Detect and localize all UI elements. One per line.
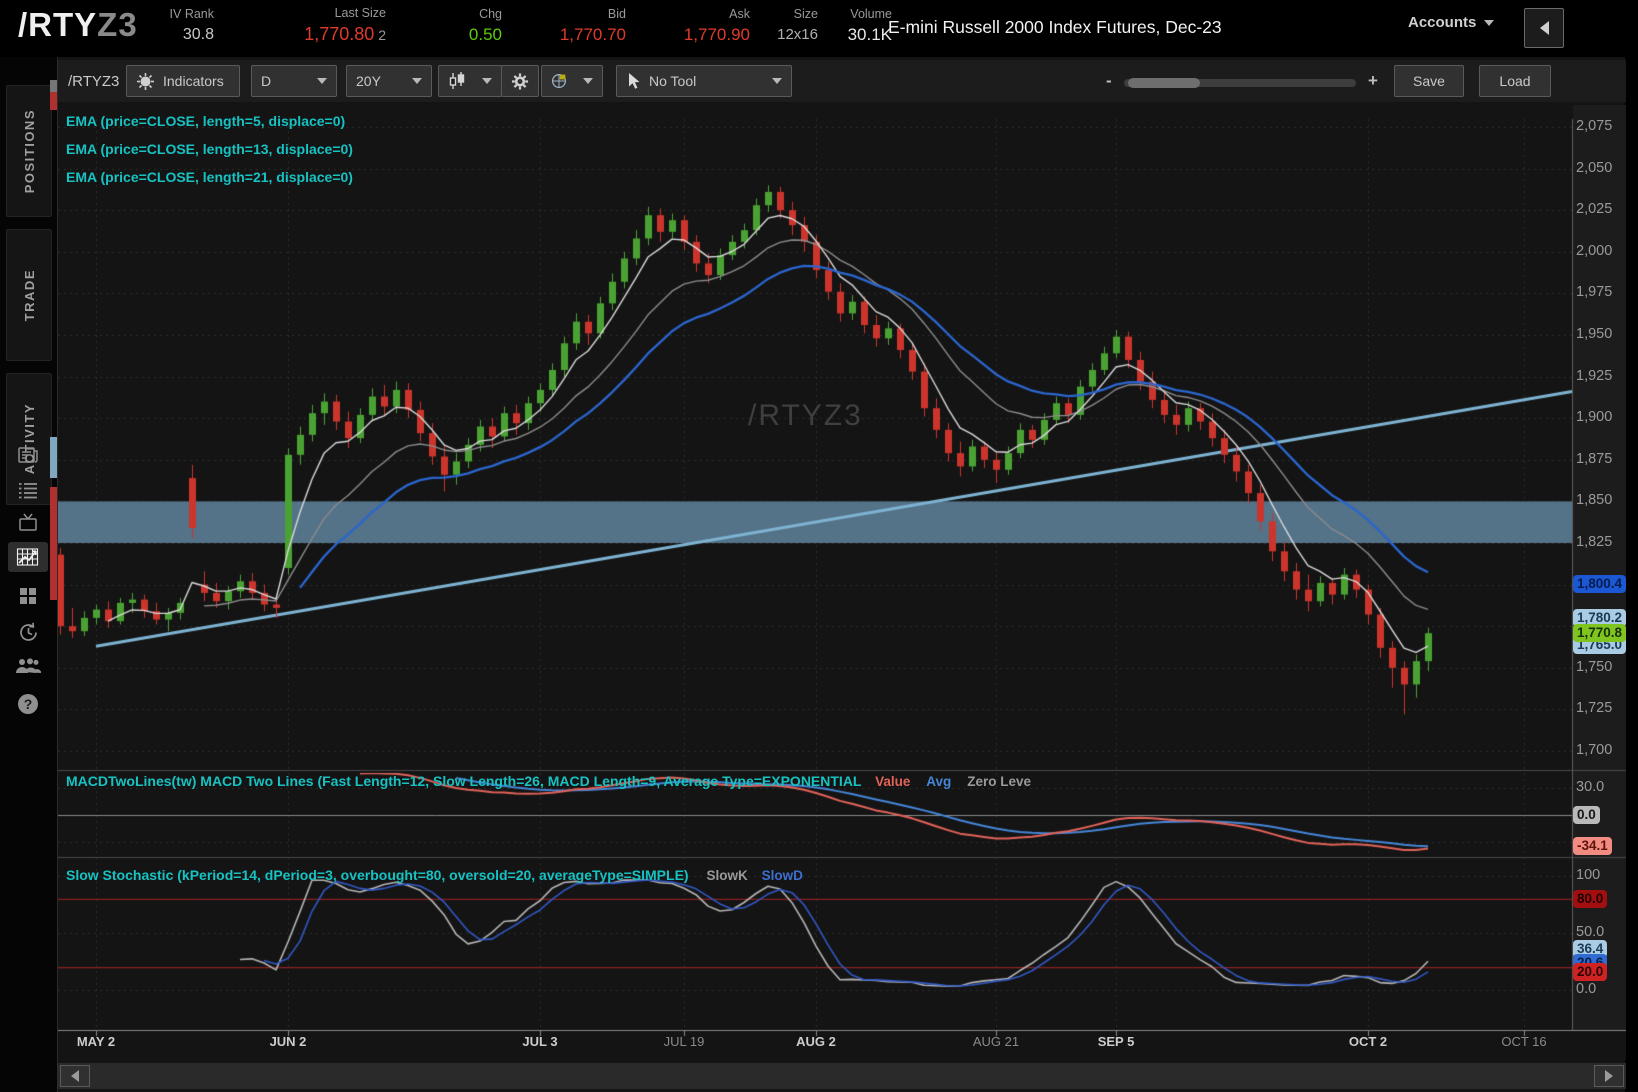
arrow-right-icon (1605, 1070, 1613, 1082)
quote-field-label: Chg (479, 7, 502, 21)
chart-type-dropdown[interactable] (438, 65, 502, 97)
list-icon (17, 480, 39, 500)
candlestick-chart-icon (449, 72, 465, 89)
range-dropdown[interactable]: 20Y (346, 65, 432, 97)
scroll-right-button[interactable] (1594, 1065, 1624, 1087)
sidebar-people-button[interactable] (8, 651, 48, 681)
chart-icon (16, 547, 40, 567)
sidebar-tab-label: TRADE (21, 268, 37, 322)
indicators-burst-icon (137, 72, 154, 90)
sidebar-tab-label: POSITIONS (21, 108, 37, 194)
zoom-out-button[interactable]: - (1106, 71, 1112, 90)
quote-field-value: 30.1K (847, 25, 892, 44)
quote-field-iv-rank: IV Rank 30.8 (148, 6, 214, 48)
chevron-down-icon (583, 78, 593, 84)
sidebar-tab-activity[interactable]: ACTIVITY (6, 373, 52, 505)
quote-field-value: 0.50 (468, 25, 502, 44)
quote-header: /RTYZ3 IV Rank 30.8 Last Size 1,770.80 2 Chg… (0, 0, 1638, 57)
quote-field-value: 30.8 (182, 26, 214, 43)
sidebar-tab-positions[interactable]: POSITIONS (6, 85, 52, 217)
zoom-in-button[interactable]: + (1368, 71, 1378, 90)
quote-field-chg: Chg 0.50 (398, 6, 502, 48)
globe-crosshair-icon (552, 74, 566, 88)
quote-field-value: 12x16 (777, 26, 818, 43)
indicators-button[interactable]: Indicators (126, 65, 240, 97)
chevron-left-icon (1539, 21, 1549, 35)
sidebar-help-button[interactable]: ? (8, 689, 48, 719)
drawing-tool-dropdown[interactable]: No Tool (616, 65, 792, 97)
news-icon (17, 445, 39, 465)
save-button[interactable]: Save (1394, 65, 1464, 97)
quote-field-ask: Ask 1,770.90 (638, 6, 750, 48)
chevron-down-icon (412, 78, 422, 84)
sidebar-tab-trade[interactable]: TRADE (6, 229, 52, 361)
history-icon (18, 622, 39, 643)
scroll-left-button[interactable] (60, 1065, 90, 1087)
chevron-down-icon (772, 78, 782, 84)
quote-field-size: Size 12x16 (762, 6, 818, 48)
chevron-down-icon (1484, 19, 1495, 26)
load-button[interactable]: Load (1479, 65, 1551, 97)
quote-field-label: IV Rank (169, 7, 214, 21)
arrow-left-icon (71, 1070, 79, 1082)
chevron-down-icon (317, 78, 327, 84)
sidebar-indicator-strip (50, 487, 57, 600)
sidebar-indicator-strip (50, 437, 57, 478)
cursor-icon (629, 73, 640, 89)
sidebar-indicator-strip (50, 92, 57, 110)
quote-field-last-size: Last Size 1,770.80 2 (226, 5, 386, 48)
quote-field-label: Size (793, 7, 818, 21)
interval-value: D (261, 73, 272, 89)
sidebar-list-button[interactable] (8, 475, 48, 505)
sidebar-tv-button[interactable] (8, 508, 48, 538)
symbol-title: /RTYZ3 (18, 6, 138, 43)
collapse-panel-button[interactable] (1524, 8, 1564, 48)
range-value: 20Y (356, 73, 381, 89)
gear-icon (511, 72, 529, 90)
quote-field-label: Bid (607, 7, 626, 21)
chart-toolbar: /RTYZ3 Indicators D 20Y (58, 60, 1626, 102)
horizontal-scrollbar[interactable] (58, 1063, 1626, 1089)
zoom-slider[interactable] (1124, 78, 1356, 88)
sidebar-chart-button[interactable] (8, 542, 48, 572)
indicators-label: Indicators (163, 73, 224, 89)
quote-field-value: 1,770.90 (683, 25, 750, 44)
chart-settings-button[interactable] (501, 65, 539, 97)
sidebar-history-button[interactable] (8, 617, 48, 647)
zoom-slider-thumb[interactable] (1128, 78, 1200, 88)
quote-field-label: Last Size (334, 6, 386, 20)
quote-field-label: Volume (850, 7, 892, 21)
quote-field-value: 1,770.70 (559, 25, 626, 44)
chart-window: /RTYZ3 Indicators D 20Y (57, 57, 1627, 1092)
globe-tool-dropdown[interactable] (541, 65, 603, 97)
quote-field-volume: Volume 30.1K (830, 6, 892, 48)
tv-icon (17, 513, 39, 533)
left-sidebar: POSITIONS TRADE ACTIVITY ? (0, 57, 57, 1092)
accounts-label: Accounts (1408, 14, 1477, 31)
sidebar-indicator-strip (50, 80, 57, 92)
quote-fields: IV Rank 30.8 Last Size 1,770.80 2 Chg 0.50 Bid… (148, 5, 892, 48)
tool-label: No Tool (649, 73, 697, 89)
toolbar-symbol-label: /RTYZ3 (68, 72, 120, 90)
people-icon (15, 656, 41, 676)
grid-icon (18, 586, 38, 606)
price-chart-canvas[interactable] (58, 105, 1626, 1060)
help-icon: ? (18, 694, 38, 714)
sidebar-grid-button[interactable] (8, 581, 48, 611)
accounts-menu[interactable]: Accounts (1408, 14, 1495, 31)
quote-field-label: Ask (729, 7, 750, 21)
chevron-down-icon (482, 78, 492, 84)
interval-dropdown[interactable]: D (251, 65, 337, 97)
sidebar-news-button[interactable] (8, 440, 48, 470)
quote-field-value: 1,770.80 2 (304, 24, 386, 44)
quote-field-bid: Bid 1,770.70 (514, 6, 626, 48)
contract-description: E-mini Russell 2000 Index Futures, Dec-2… (888, 17, 1222, 37)
